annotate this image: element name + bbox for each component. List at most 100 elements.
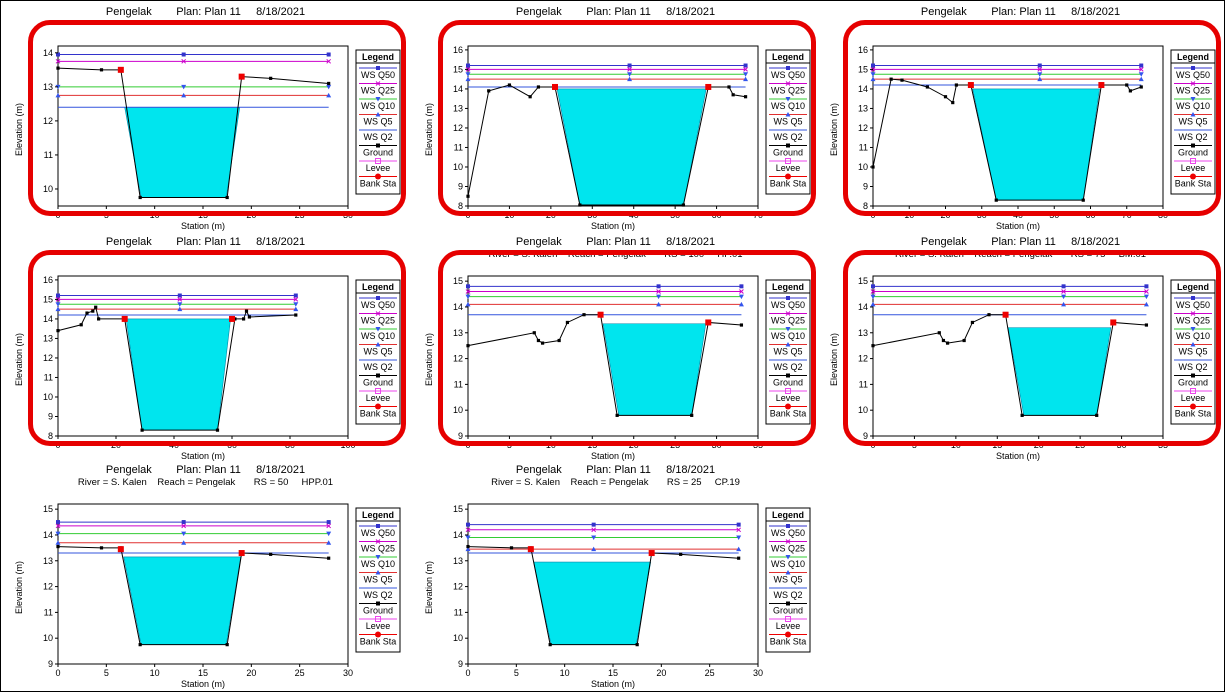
legend-title: Legend <box>772 52 804 62</box>
ground-point <box>737 556 741 560</box>
legend-item-label: Levee <box>776 163 801 173</box>
ws-marker-0-2 <box>743 63 748 68</box>
ws-marker-3-0 <box>465 546 471 552</box>
ground-point <box>951 100 955 105</box>
ws-marker-0-0 <box>56 52 60 57</box>
ws-marker-1-0 <box>870 289 876 294</box>
y-tick-label: 10 <box>453 633 463 643</box>
ground-point <box>138 195 142 200</box>
y-tick-label: 9 <box>458 431 463 441</box>
ws-marker-0-1 <box>181 52 186 57</box>
ws-marker-1-1-b <box>627 67 632 72</box>
ws-marker-3-0 <box>55 92 61 98</box>
legend-marker <box>785 555 791 560</box>
legend-marker <box>375 631 381 638</box>
x-tick-label: 20 <box>656 668 666 678</box>
ground-point <box>900 78 904 82</box>
ground-point <box>962 338 966 343</box>
x-axis-label: Station (m) <box>180 221 225 231</box>
ws-marker-0-1 <box>591 522 596 527</box>
y-tick-label: 10 <box>858 162 868 172</box>
x-tick-label: 40 <box>629 210 639 220</box>
legend-marker <box>1190 327 1196 332</box>
legend-item-label: Levee <box>1181 393 1206 403</box>
legend-item-label: WS Q10 <box>771 331 805 341</box>
ws-marker-1-0-b <box>465 289 471 294</box>
ws-marker-0-2 <box>739 284 744 289</box>
y-tick-label: 12 <box>453 123 463 133</box>
legend-item-label: WS Q2 <box>1178 132 1207 142</box>
ws-marker-1-1-b <box>1037 67 1043 72</box>
ws-marker-1-0 <box>55 523 61 529</box>
ws-marker-0-1 <box>1037 63 1042 68</box>
plot-frame <box>467 275 759 437</box>
legend-marker <box>1190 158 1196 164</box>
x-tick-label: 35 <box>1158 440 1168 450</box>
legend-title: Legend <box>1177 282 1209 292</box>
ground-point <box>970 320 975 325</box>
legend-title: Legend <box>772 282 804 292</box>
y-tick-label: 9 <box>458 181 463 191</box>
ws-marker-1-0-b <box>55 58 61 64</box>
x-tick-label: 20 <box>629 440 639 450</box>
ws-marker-1-1 <box>177 297 183 302</box>
y-tick-label: 13 <box>43 333 53 343</box>
ws-marker-1-1-b <box>591 527 597 533</box>
y-tick-label: 15 <box>43 504 53 514</box>
legend-item-label: WS Q10 <box>361 559 395 569</box>
ground-point <box>536 338 541 343</box>
legend-marker-b <box>785 311 791 316</box>
legend-item-label: WS Q25 <box>1176 316 1210 326</box>
chart-svg: 0 5 10 15 20 25 30 35 9 10 11 12 13 14 15 Legend WS Q50 W… <box>858 275 1216 450</box>
ground-point <box>466 344 470 348</box>
ws-marker-1-2-b <box>736 527 742 533</box>
legend-item-label: WS Q25 <box>771 316 805 326</box>
ground-point <box>743 95 748 99</box>
channel-water-area <box>556 88 707 206</box>
ws-marker-0-2 <box>326 52 331 57</box>
legend-marker <box>376 601 380 606</box>
legend-item-label: WS Q2 <box>363 362 392 372</box>
cross-section-panel-5: Pengelak Plan: Plan 11 8/18/2021 River = … <box>418 236 813 461</box>
ground-point <box>466 194 470 198</box>
ws-marker-1-1 <box>181 523 187 529</box>
channel-water-area <box>124 106 241 198</box>
bank-station-marker <box>238 73 245 80</box>
legend-item-label: Levee <box>1181 163 1206 173</box>
chart-svg: 0 5 10 15 20 25 30 10 11 12 13 14 Legend WS Q50 WS Q25… <box>43 45 401 220</box>
y-tick-label: 15 <box>43 294 53 304</box>
legend-item-label: WS Q2 <box>1178 362 1207 372</box>
ground-line <box>872 78 1142 201</box>
x-tick-label: 30 <box>712 440 722 450</box>
ws-marker-0-0 <box>56 293 60 298</box>
ws-marker-1-0 <box>465 289 471 294</box>
x-tick-label: 15 <box>587 440 597 450</box>
legend-item-label: Ground <box>1178 148 1208 158</box>
legend-item-label: Bank Sta <box>1175 409 1212 419</box>
ws-marker-3-2 <box>738 301 744 307</box>
legend-item-label: WS Q2 <box>363 590 392 600</box>
x-tick-label: 20 <box>246 668 256 678</box>
ground-point <box>679 552 683 556</box>
ws-marker-1-2-b <box>739 289 744 294</box>
legend-marker <box>375 311 381 316</box>
channel-water-area <box>533 561 652 645</box>
x-tick-label: 80 <box>1158 210 1168 220</box>
legend-item-label: WS Q25 <box>361 86 395 96</box>
ws-marker-2-1 <box>591 535 597 541</box>
legend-marker <box>376 524 380 528</box>
ws-marker-3-0 <box>55 306 61 312</box>
legend-box <box>1170 49 1216 195</box>
y-tick-label: 9 <box>48 411 53 421</box>
ground-point <box>466 544 470 549</box>
ws-marker-3-1 <box>656 301 662 307</box>
legend-item-label: Levee <box>366 393 391 403</box>
legend-item-label: Levee <box>776 393 801 403</box>
legend-item-label: Bank Sta <box>360 179 397 189</box>
chart-title: Pengelak Plan: Plan 11 8/18/2021 <box>105 236 306 248</box>
ground-point <box>690 413 694 417</box>
x-tick-label: 30 <box>1117 440 1127 450</box>
legend-marker <box>1190 81 1196 86</box>
legend-marker <box>375 388 381 394</box>
y-tick-label: 16 <box>453 45 463 55</box>
